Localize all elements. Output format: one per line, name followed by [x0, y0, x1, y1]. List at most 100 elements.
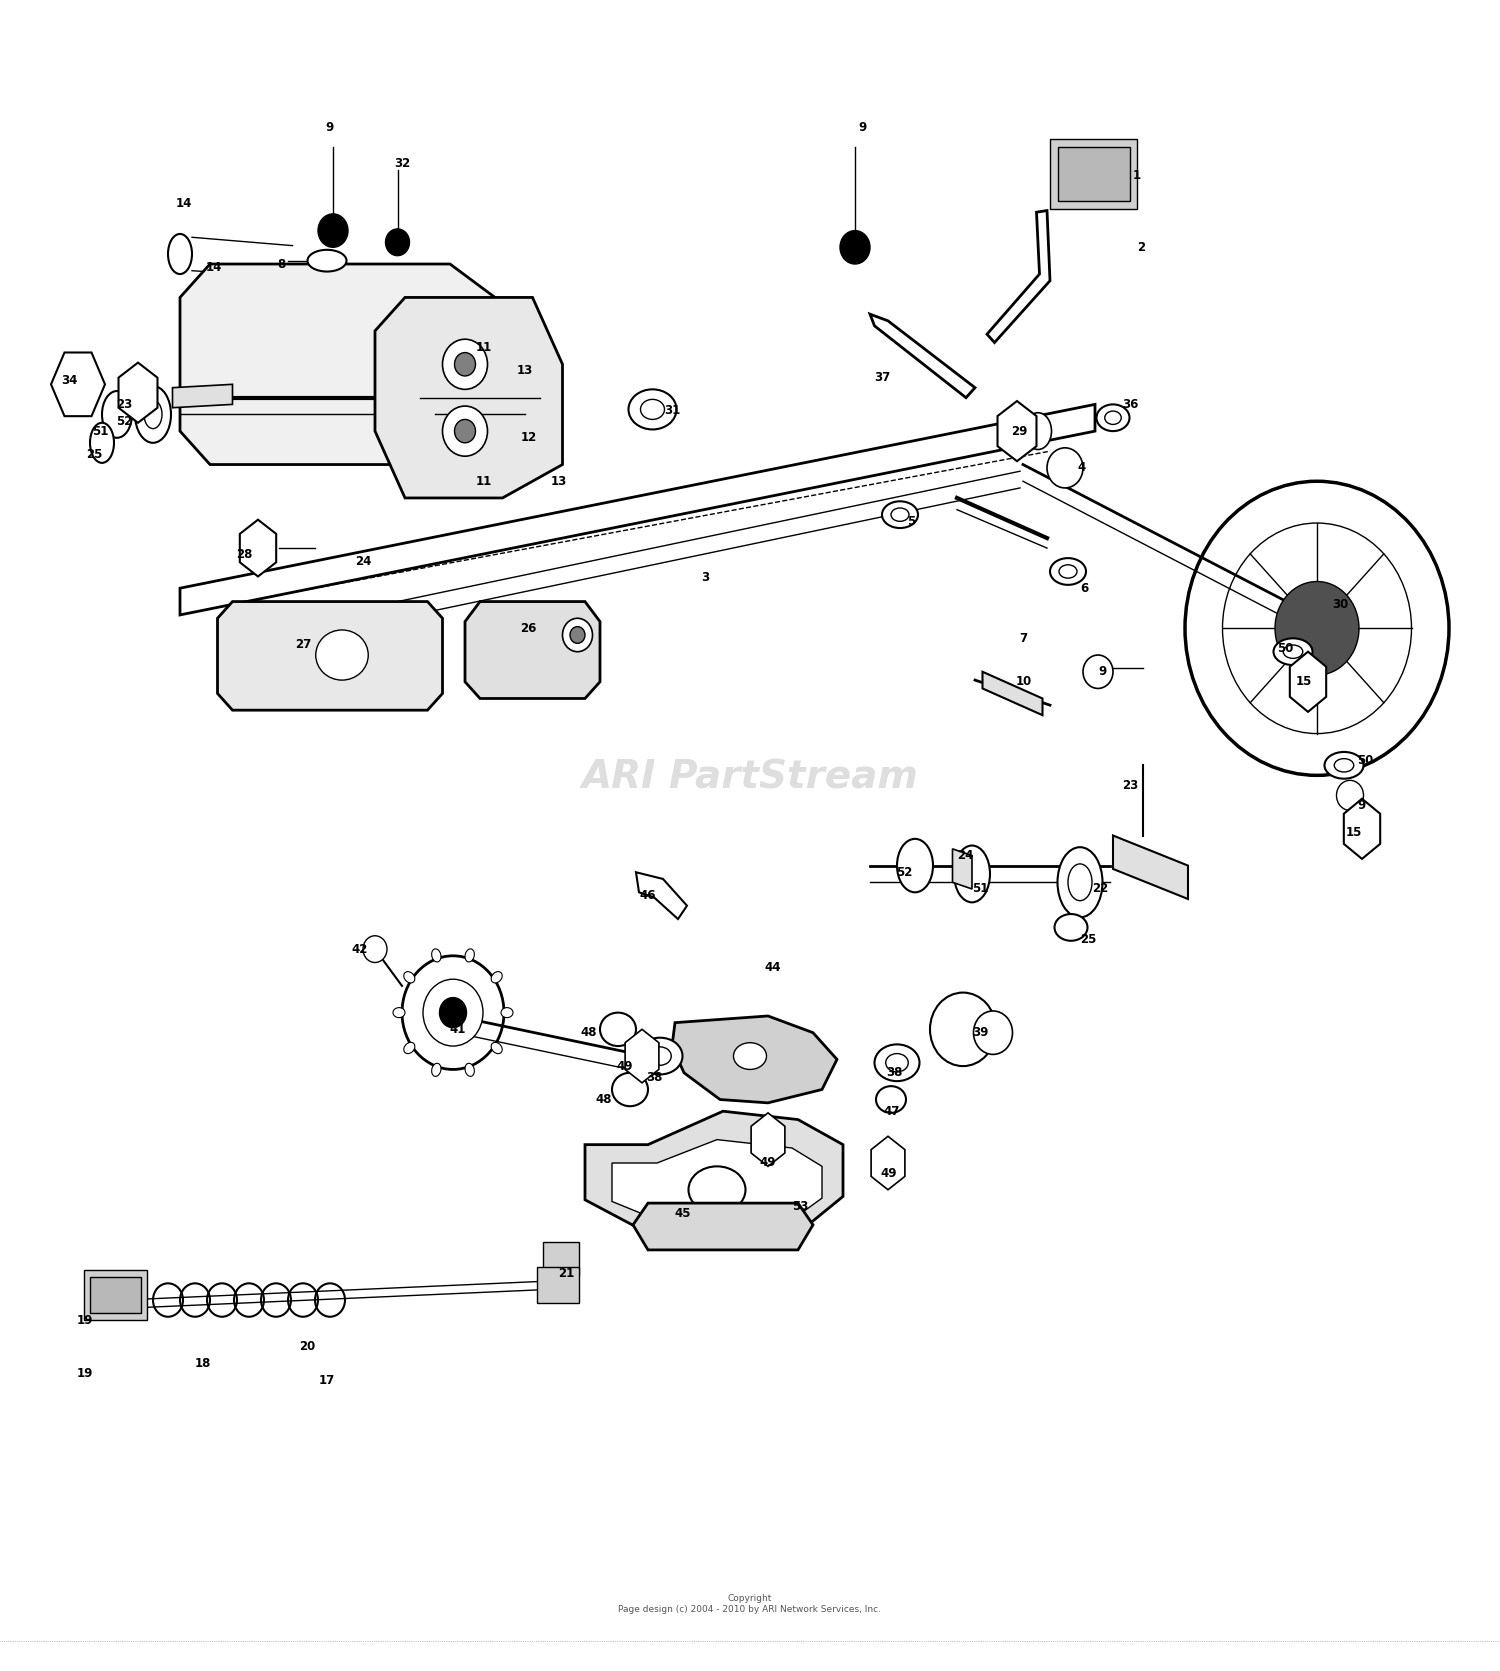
Polygon shape [672, 1016, 837, 1103]
Polygon shape [998, 401, 1036, 461]
Text: 45: 45 [675, 1206, 690, 1220]
Bar [1050, 139, 1137, 209]
Ellipse shape [1059, 565, 1077, 578]
Circle shape [930, 993, 996, 1066]
Circle shape [318, 214, 348, 247]
Ellipse shape [628, 389, 676, 429]
Circle shape [974, 1011, 1012, 1054]
Circle shape [454, 419, 476, 443]
Text: 48: 48 [580, 1026, 597, 1039]
Polygon shape [240, 520, 276, 576]
Text: 11: 11 [476, 341, 492, 354]
Text: 44: 44 [764, 961, 780, 974]
Polygon shape [752, 1113, 784, 1166]
Ellipse shape [135, 386, 171, 443]
Ellipse shape [1054, 914, 1088, 941]
Text: 18: 18 [195, 1357, 210, 1370]
Circle shape [440, 998, 466, 1028]
Text: 3: 3 [700, 571, 709, 585]
Polygon shape [636, 872, 687, 919]
Ellipse shape [432, 1063, 441, 1076]
Ellipse shape [404, 1043, 416, 1054]
Ellipse shape [874, 1044, 920, 1081]
Ellipse shape [885, 1053, 908, 1073]
Circle shape [1222, 523, 1412, 734]
Circle shape [1336, 780, 1364, 810]
Ellipse shape [315, 630, 369, 680]
Text: 50: 50 [1276, 642, 1293, 655]
Polygon shape [180, 264, 495, 465]
Polygon shape [180, 404, 1095, 615]
Circle shape [454, 353, 476, 376]
Polygon shape [118, 363, 158, 423]
Text: 26: 26 [520, 622, 536, 635]
Text: 15: 15 [1296, 675, 1312, 688]
Polygon shape [585, 1111, 843, 1242]
Circle shape [840, 231, 870, 264]
Text: 13: 13 [550, 475, 567, 488]
Text: 49: 49 [880, 1166, 897, 1180]
Polygon shape [982, 672, 1042, 715]
Ellipse shape [954, 846, 990, 902]
Polygon shape [633, 1203, 813, 1250]
Circle shape [442, 406, 488, 456]
Ellipse shape [648, 1046, 672, 1066]
Circle shape [442, 339, 488, 389]
Text: 31: 31 [664, 404, 680, 418]
Ellipse shape [501, 1008, 513, 1018]
Text: 2: 2 [1137, 241, 1144, 254]
Circle shape [363, 936, 387, 962]
Text: 1: 1 [1132, 169, 1140, 182]
Ellipse shape [168, 234, 192, 274]
Polygon shape [871, 1136, 904, 1190]
Text: 17: 17 [320, 1374, 334, 1387]
Ellipse shape [640, 399, 664, 419]
Text: 6: 6 [1080, 582, 1088, 595]
Ellipse shape [465, 949, 474, 962]
Text: 14: 14 [206, 261, 222, 274]
Text: 49: 49 [616, 1059, 633, 1073]
Polygon shape [1344, 799, 1380, 859]
Text: 19: 19 [76, 1313, 93, 1327]
Text: 5: 5 [906, 515, 915, 528]
Ellipse shape [1335, 759, 1353, 772]
Text: 52: 52 [896, 866, 912, 879]
Ellipse shape [638, 1038, 682, 1074]
Text: 9: 9 [1098, 665, 1107, 678]
Text: 37: 37 [874, 371, 890, 384]
Text: 24: 24 [356, 555, 370, 568]
Polygon shape [172, 384, 232, 408]
Text: 9: 9 [326, 120, 334, 134]
Text: 28: 28 [236, 548, 252, 561]
Text: 49: 49 [759, 1156, 777, 1170]
Text: 30: 30 [1332, 598, 1348, 612]
Ellipse shape [393, 1008, 405, 1018]
Ellipse shape [404, 971, 416, 983]
Text: 51: 51 [92, 424, 108, 438]
Ellipse shape [465, 1063, 474, 1076]
Circle shape [423, 979, 483, 1046]
Bar [1058, 147, 1130, 201]
Text: 50: 50 [1358, 754, 1374, 767]
Bar [84, 1270, 147, 1320]
Ellipse shape [90, 423, 114, 463]
Ellipse shape [1274, 638, 1312, 665]
Ellipse shape [891, 508, 909, 521]
Circle shape [1185, 481, 1449, 775]
Text: 53: 53 [792, 1200, 808, 1213]
Ellipse shape [1058, 847, 1102, 917]
Text: 36: 36 [1122, 398, 1138, 411]
Polygon shape [987, 211, 1050, 343]
Text: 22: 22 [1092, 882, 1108, 896]
Text: 51: 51 [972, 882, 988, 896]
Text: ARI PartStream: ARI PartStream [582, 759, 918, 795]
Circle shape [562, 618, 592, 652]
Ellipse shape [490, 1043, 502, 1054]
Text: 13: 13 [516, 364, 532, 378]
Polygon shape [626, 1029, 658, 1083]
Text: 34: 34 [62, 374, 78, 388]
Circle shape [1047, 448, 1083, 488]
Polygon shape [952, 849, 972, 889]
Ellipse shape [688, 1166, 746, 1213]
Ellipse shape [600, 1013, 636, 1046]
